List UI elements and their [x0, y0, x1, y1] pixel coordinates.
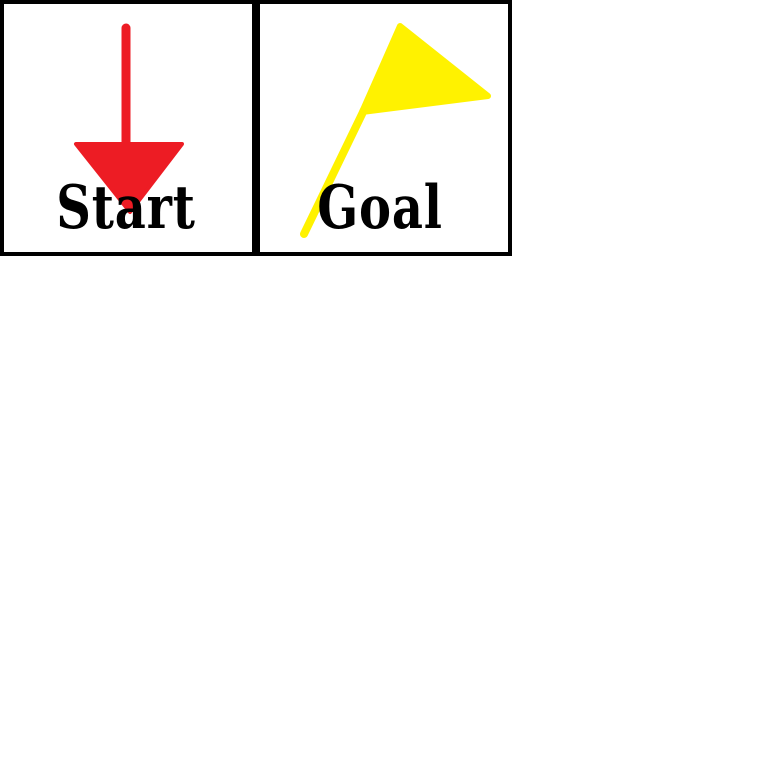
goal-tile[interactable]: Goal	[256, 0, 512, 256]
goal-label: Goal	[317, 173, 443, 243]
start-label: Start	[56, 173, 196, 243]
down-arrow-icon	[74, 23, 184, 214]
flag-icon	[300, 23, 491, 238]
start-tile[interactable]: Start	[0, 0, 256, 256]
